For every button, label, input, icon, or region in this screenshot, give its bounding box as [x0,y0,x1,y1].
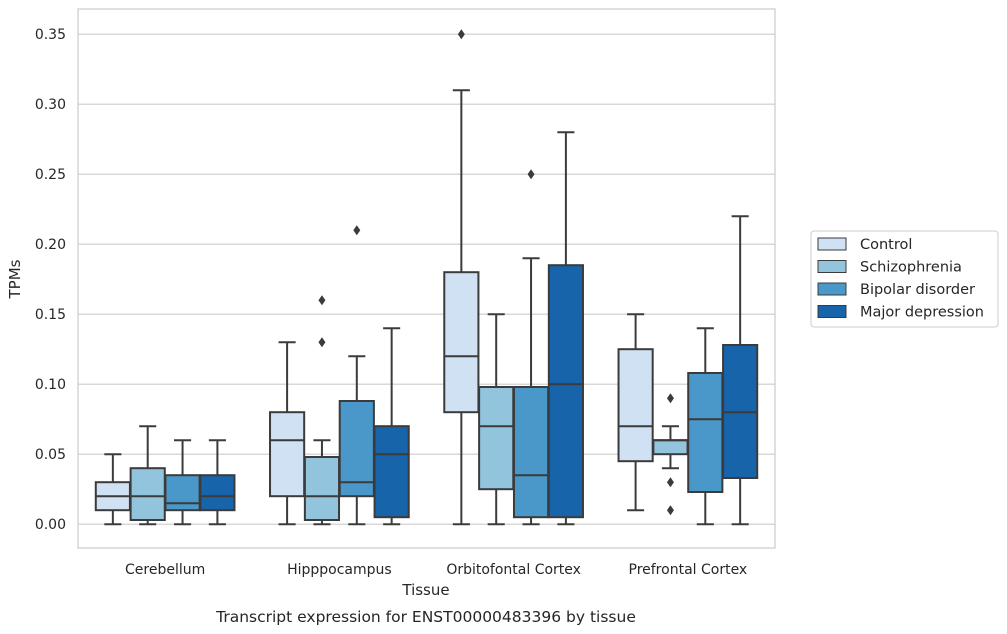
outlier-point [666,505,674,516]
box-3-3 [722,215,759,526]
box-body [478,386,515,491]
x-tick-label: Orbitofontal Cortex [446,562,581,578]
x-tick-label: Prefrontal Cortex [629,562,748,578]
outlier-point [666,477,674,488]
plot-area [94,29,759,526]
box-body [164,474,201,512]
box-body [129,467,166,522]
y-tick-label: 0.30 [35,97,66,113]
x-tick-label: Hipppocampus [287,562,392,578]
legend-frame [810,230,999,328]
outlier-point [318,337,326,348]
box-body [687,372,724,493]
box-body [373,425,410,519]
outlier-point [666,393,674,404]
y-tick-label: 0.00 [35,517,66,533]
y-tick-label: 0.10 [35,377,66,393]
box-0-2 [164,439,201,526]
plot-frame [77,8,776,549]
box-2-0 [443,29,480,526]
box-0-0 [94,453,131,526]
y-axis-label: TPMs [6,259,24,299]
legend-swatch [817,237,847,251]
x-axis-label: Tissue [401,581,449,599]
box-1-2 [338,225,375,526]
box-1-1 [303,295,341,526]
box-body [199,474,236,512]
box-body [547,264,584,519]
box-1-3 [373,327,410,526]
x-tick-labels: Cerebellum Hipppocampus Orbitofontal Corte… [125,562,747,578]
box-body [512,386,550,519]
box-body [303,456,341,521]
y-tick-label: 0.20 [35,237,66,253]
legend-label: Control [860,237,912,253]
y-tick-label: 0.25 [35,167,66,183]
y-tick-labels: 0.00 0.05 0.10 0.15 0.20 0.25 0.30 0.35 [35,27,66,533]
outlier-point [318,295,326,306]
box-body [269,411,306,498]
legend-swatch [817,305,847,318]
y-tick-label: 0.15 [35,307,66,323]
box-3-0 [617,313,654,512]
box-2-2 [512,169,550,526]
box-3-1 [652,393,689,516]
legend-label: Bipolar disorder [860,282,975,298]
y-tick-label: 0.05 [35,447,66,463]
legend-swatch [817,260,847,273]
box-0-1 [129,425,166,526]
y-tick-label: 0.35 [35,27,66,43]
box-3-2 [687,327,724,526]
chart-caption: Transcript expression for ENST0000048339… [215,608,636,626]
box-body [652,439,689,456]
box-2-3 [547,131,584,526]
legend: Control Schizophrenia Bipolar disorder Majo… [810,230,999,328]
outlier-point [457,29,465,40]
outlier-point [353,225,361,236]
box-body [617,348,654,463]
legend-label: Major depression [860,305,984,321]
box-1-0 [269,341,306,526]
box-0-3 [199,439,236,526]
legend-swatch [817,282,847,296]
box-body [443,271,480,414]
legend-label: Schizophrenia [860,260,962,276]
x-tick-label: Cerebellum [125,562,205,578]
y-gridlines [78,33,775,525]
outlier-point [527,169,535,180]
box-2-1 [478,313,515,526]
